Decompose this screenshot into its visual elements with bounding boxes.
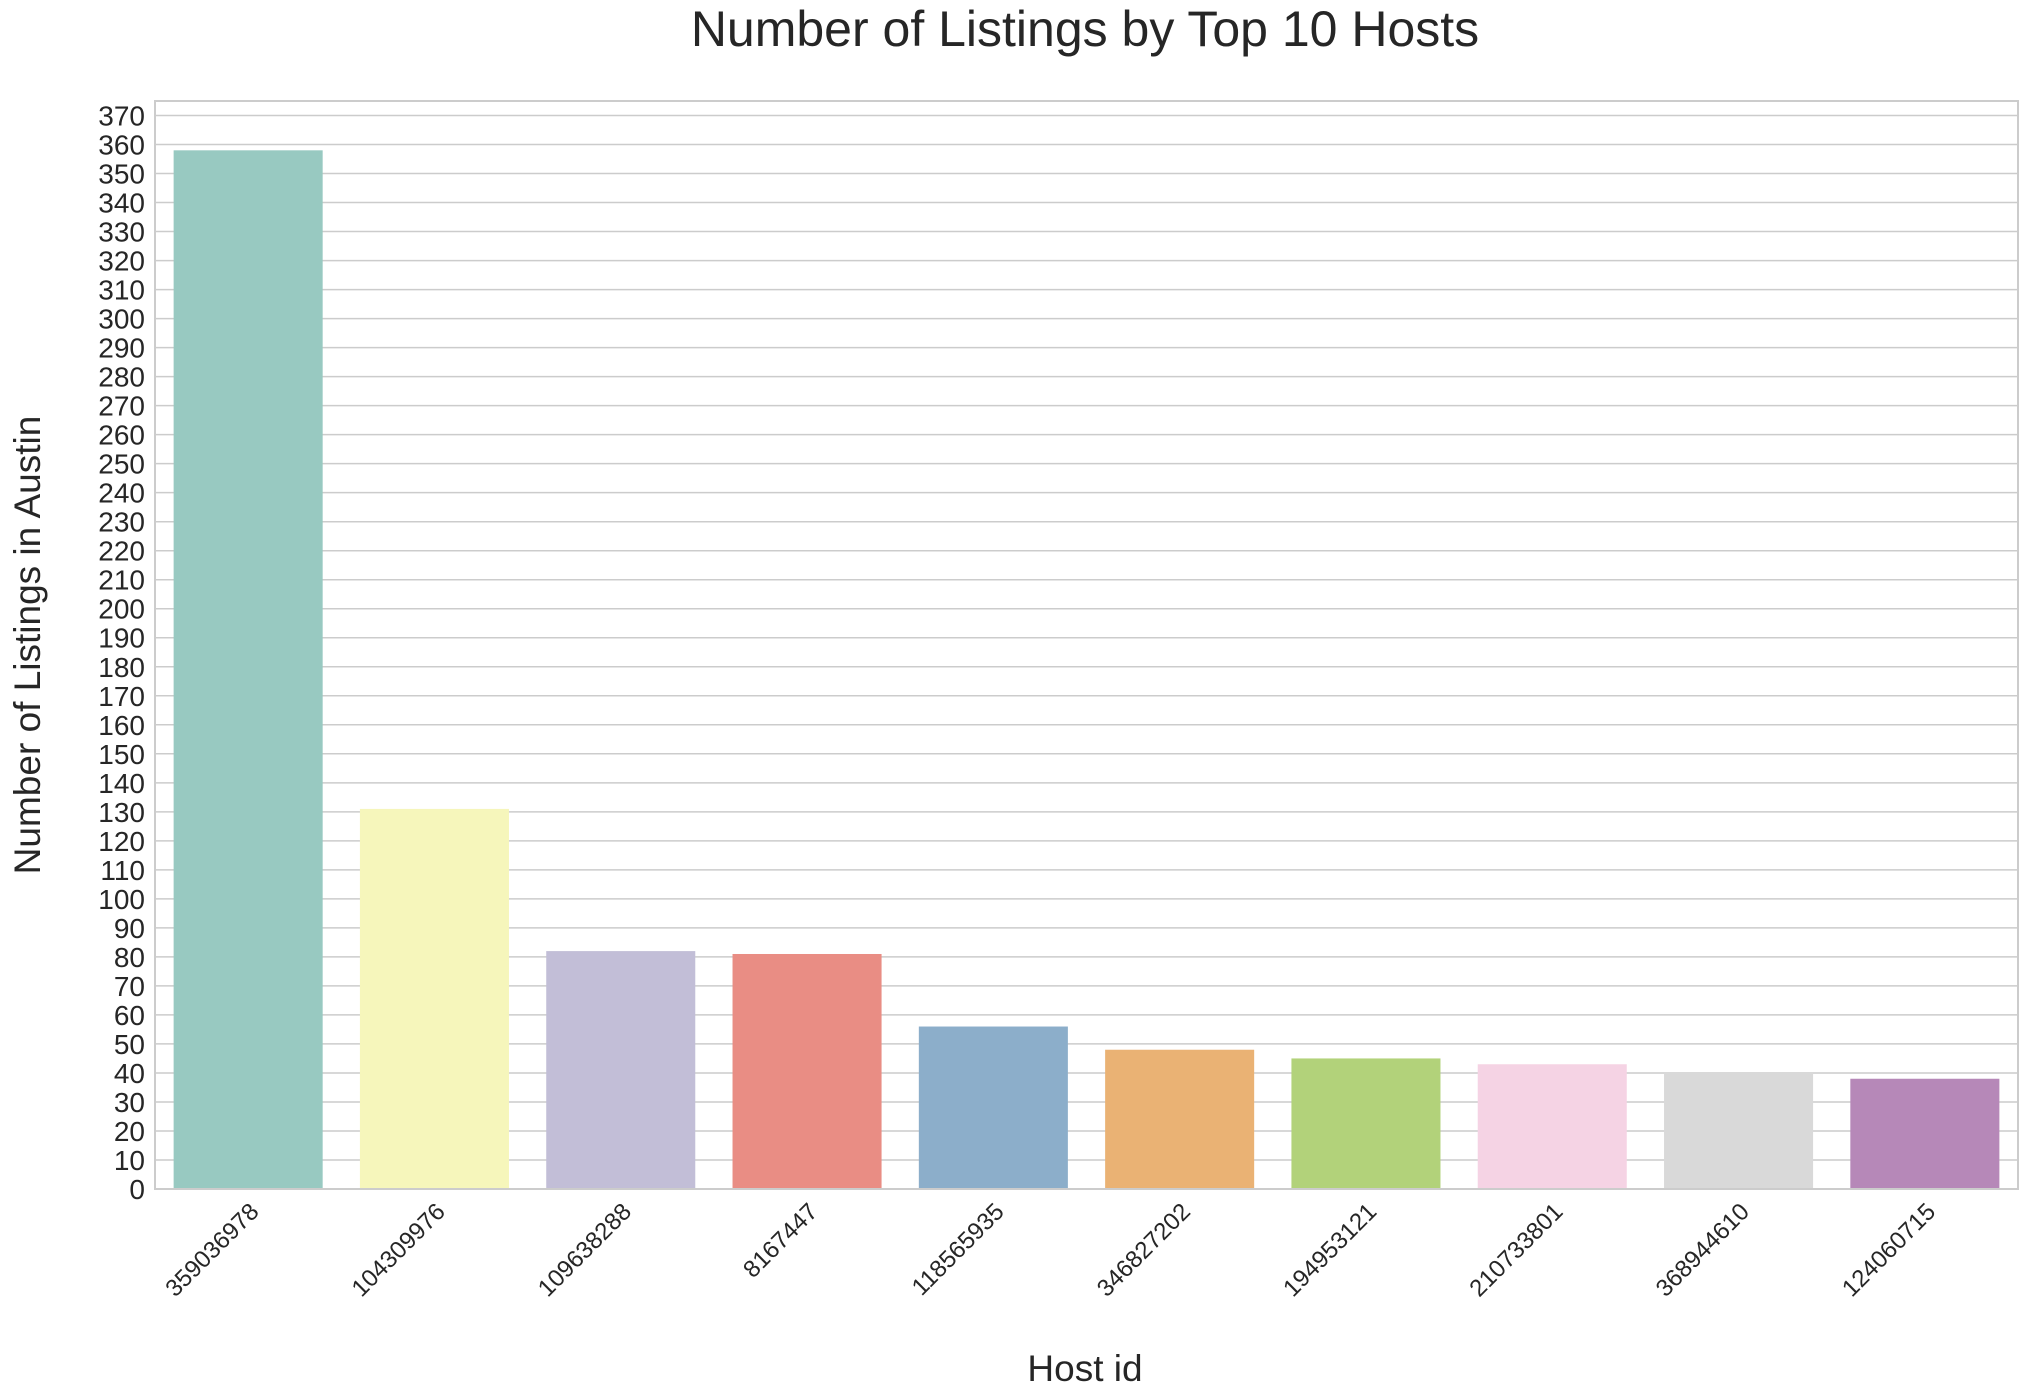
y-tick-label: 60 <box>114 1000 145 1031</box>
y-tick-label: 110 <box>100 855 145 886</box>
x-tick-labels: 359036978 104309976 109638288 8167447 118565… <box>160 1198 1941 1302</box>
y-tick-label: 50 <box>114 1029 145 1060</box>
bar-124060715 <box>1850 1078 2000 1189</box>
y-tick-label: 220 <box>98 536 145 567</box>
x-axis-label: Host id <box>1027 1348 1142 1389</box>
bar-368944610 <box>1664 1072 1814 1189</box>
y-axis-label: Number of Listings in Austin <box>7 416 48 875</box>
y-tick-label: 170 <box>98 681 145 712</box>
y-tick-label: 260 <box>98 420 145 451</box>
bar-346827202 <box>1105 1049 1255 1189</box>
y-tick-label: 300 <box>98 304 145 335</box>
x-tick-label: 8167447 <box>738 1198 823 1283</box>
x-tick-label: 194953121 <box>1278 1198 1382 1302</box>
y-tick-label: 370 <box>98 101 145 132</box>
chart-title: Number of Listings by Top 10 Hosts <box>691 1 1479 57</box>
y-tick-label: 330 <box>98 217 145 248</box>
x-tick-label: 368944610 <box>1651 1198 1755 1302</box>
bar-118565935 <box>918 1026 1068 1189</box>
y-tick-label: 160 <box>98 710 145 741</box>
bars <box>173 150 2000 1190</box>
y-tick-label: 180 <box>98 652 145 683</box>
y-tick-label: 210 <box>98 565 145 596</box>
y-tick-label: 340 <box>98 188 145 219</box>
y-tick-label: 70 <box>114 971 145 1002</box>
y-tick-label: 290 <box>98 333 145 364</box>
y-tick-label: 80 <box>114 942 145 973</box>
y-tick-label: 280 <box>98 362 145 393</box>
y-tick-labels: 0102030405060708090100110120130140150160… <box>98 101 145 1205</box>
bar-210733801 <box>1477 1064 1627 1189</box>
y-tick-label: 250 <box>98 449 145 480</box>
bar-8167447 <box>732 953 882 1189</box>
y-tick-label: 10 <box>114 1145 145 1176</box>
x-tick-label: 118565935 <box>907 1198 1010 1301</box>
x-tick-label: 346827202 <box>1092 1198 1196 1302</box>
x-tick-label: 124060715 <box>1837 1198 1941 1302</box>
bar-104309976 <box>359 808 509 1189</box>
x-tick-label: 359036978 <box>160 1198 264 1302</box>
y-tick-label: 20 <box>114 1116 145 1147</box>
y-tick-label: 200 <box>98 594 145 625</box>
y-tick-label: 270 <box>98 391 145 422</box>
x-tick-label: 109638288 <box>533 1198 637 1302</box>
y-tick-label: 140 <box>98 768 145 799</box>
x-tick-label: 210733801 <box>1464 1198 1568 1302</box>
y-tick-label: 40 <box>114 1058 145 1089</box>
y-tick-label: 130 <box>98 797 145 828</box>
y-tick-label: 0 <box>129 1174 145 1205</box>
bar-359036978 <box>173 150 323 1190</box>
y-tick-label: 360 <box>98 130 145 161</box>
y-tick-label: 150 <box>98 739 145 770</box>
y-tick-label: 90 <box>114 913 145 944</box>
bar-194953121 <box>1291 1058 1441 1189</box>
y-tick-label: 230 <box>98 507 145 538</box>
y-tick-label: 100 <box>98 884 145 915</box>
y-tick-label: 320 <box>98 246 145 277</box>
y-tick-label: 120 <box>98 826 145 857</box>
y-tick-label: 30 <box>114 1087 145 1118</box>
bar-109638288 <box>546 951 696 1189</box>
y-tick-label: 240 <box>98 478 145 509</box>
plot-frame <box>154 100 2019 1190</box>
x-tick-label: 104309976 <box>347 1198 451 1302</box>
y-tick-label: 310 <box>98 275 145 306</box>
y-tick-label: 190 <box>98 623 145 654</box>
y-tick-label: 350 <box>98 159 145 190</box>
